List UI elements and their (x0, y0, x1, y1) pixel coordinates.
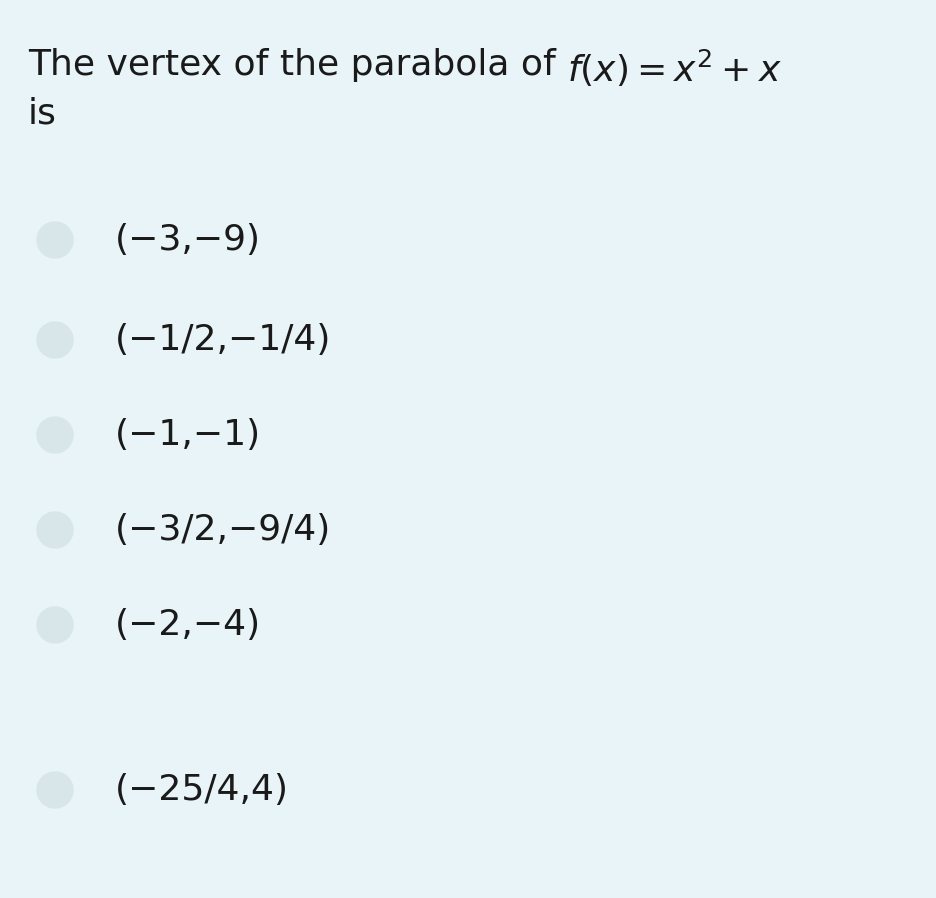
Circle shape (37, 772, 73, 808)
Circle shape (37, 222, 73, 258)
Circle shape (37, 322, 73, 358)
Text: $f(x)=x^{2}+x$: $f(x)=x^{2}+x$ (567, 48, 782, 89)
Text: (−3,−9): (−3,−9) (115, 223, 261, 257)
Circle shape (37, 417, 73, 453)
Text: The vertex of the parabola of: The vertex of the parabola of (28, 48, 567, 82)
Text: is: is (28, 96, 57, 130)
Text: (−2,−4): (−2,−4) (115, 608, 261, 642)
Circle shape (37, 512, 73, 548)
Text: (−25/4,4): (−25/4,4) (115, 773, 289, 807)
Text: (−1/2,−1/4): (−1/2,−1/4) (115, 323, 331, 357)
Circle shape (37, 607, 73, 643)
Text: (−3/2,−9/4): (−3/2,−9/4) (115, 513, 331, 547)
Text: (−1,−1): (−1,−1) (115, 418, 261, 452)
